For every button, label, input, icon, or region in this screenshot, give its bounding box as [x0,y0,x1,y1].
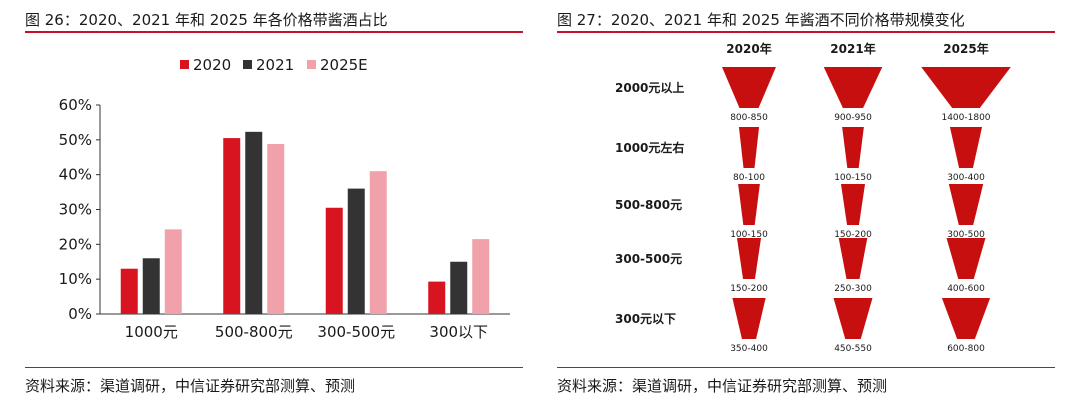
bar-2021-300-500 [347,188,365,314]
right-source-note: 资料来源：渠道调研，中信证券研究部测算、预测 [557,377,888,395]
funnel-shape-500-800-2025 [948,184,984,225]
funnel-shape-300-2025 [941,298,991,339]
funnel-shape-300-500-2025 [946,238,986,279]
funnel-shape-500-800-2021 [840,184,866,225]
bar-2025e-1000 [164,229,182,314]
bar-2025e-500-800 [267,144,285,314]
funnel-value-label: 600-800 [947,344,985,354]
funnel-value-label: 300-500 [947,230,985,240]
y-tick-label: 10% [59,270,92,288]
left-source-rule [25,367,523,368]
y-tick-label: 30% [59,201,92,219]
funnel-value-label: 100-150 [834,173,872,183]
bar-chart: 2020 2021 2025E 0% 10% 20% 30% 40% 50% 60% 1000元 50… [59,56,510,341]
funnel-shape-300-2021 [833,298,873,339]
y-tick-label: 20% [59,235,92,253]
bar-2020-500-800 [223,138,241,314]
legend-swatch-2020 [180,60,189,69]
column-header: 2020年 [726,41,771,56]
bar-2025e-300-500 [369,171,387,314]
funnel-shape-300-2020 [732,298,766,339]
bar-2020-1000 [120,268,138,314]
funnel-value-label: 800-850 [730,113,768,123]
x-tick-label: 300以下 [429,323,488,341]
bar-2020-300-500 [325,207,343,314]
row-label: 300-500元 [615,252,682,266]
left-source-note: 资料来源：渠道调研，中信证券研究部测算、预测 [25,377,356,395]
x-tick-label: 500-800元 [215,323,293,341]
funnel-shape-2000-2025 [921,67,1011,108]
column-header: 2025年 [943,41,988,56]
funnel-value-label: 250-300 [834,284,872,294]
y-tick-label: 60% [59,96,92,114]
legend-label-2025e: 2025E [320,56,368,74]
funnel-value-label: 400-600 [947,284,985,294]
funnel-shape-2000-2020 [722,67,776,108]
bar-2021-300 [450,261,468,314]
funnel-shape-1000-2020 [738,127,760,168]
legend-swatch-2025e [307,60,316,69]
funnel-chart: 2020年 2021年 2025年 2000元以上 800-850 900-950 1400… [615,41,1011,354]
legend-swatch-2021 [243,60,252,69]
column-header: 2021年 [830,41,875,56]
x-tick-label: 300-500元 [317,323,395,341]
bar-2025e-300 [472,239,490,314]
legend-label-2020: 2020 [193,56,231,74]
row-label: 1000元左右 [615,140,684,155]
funnel-value-label: 100-150 [730,230,768,240]
row-label: 2000元以上 [615,80,684,95]
chart-legend: 2020 2021 2025E [180,56,368,74]
y-tick-label: 50% [59,131,92,149]
funnel-value-label: 150-200 [730,284,768,294]
y-tick-label: 0% [68,305,92,323]
funnel-shape-300-500-2020 [736,238,762,279]
left-title-rule [25,31,523,33]
funnel-value-label: 350-400 [730,344,768,354]
funnel-value-label: 150-200 [834,230,872,240]
row-label: 300元以下 [615,312,676,326]
funnel-value-label: 900-950 [834,113,872,123]
right-figure-title: 图 27：2020、2021 年和 2025 年酱酒不同价格带规模变化 [557,11,965,29]
left-figure-title: 图 26：2020、2021 年和 2025 年各价格带酱酒占比 [25,11,388,29]
row-label: 500-800元 [615,198,682,212]
funnel-shape-2000-2021 [823,67,883,108]
funnel-shape-300-500-2021 [838,238,868,279]
bar-2020-300 [428,281,446,314]
funnel-value-label: 80-100 [733,173,765,183]
right-source-rule [557,367,1055,368]
x-tick-label: 1000元 [125,323,178,341]
bar-2021-500-800 [245,131,263,314]
funnel-value-label: 1400-1800 [941,113,990,123]
funnel-value-label: 450-550 [834,344,872,354]
funnel-shape-500-800-2020 [738,184,760,225]
bar-2021-1000 [142,258,160,314]
y-tick-label: 40% [59,166,92,184]
right-title-rule [557,31,1055,33]
funnel-shape-1000-2025 [949,127,983,168]
funnel-value-label: 300-400 [947,173,985,183]
funnel-shape-1000-2021 [842,127,864,168]
legend-label-2021: 2021 [256,56,294,74]
